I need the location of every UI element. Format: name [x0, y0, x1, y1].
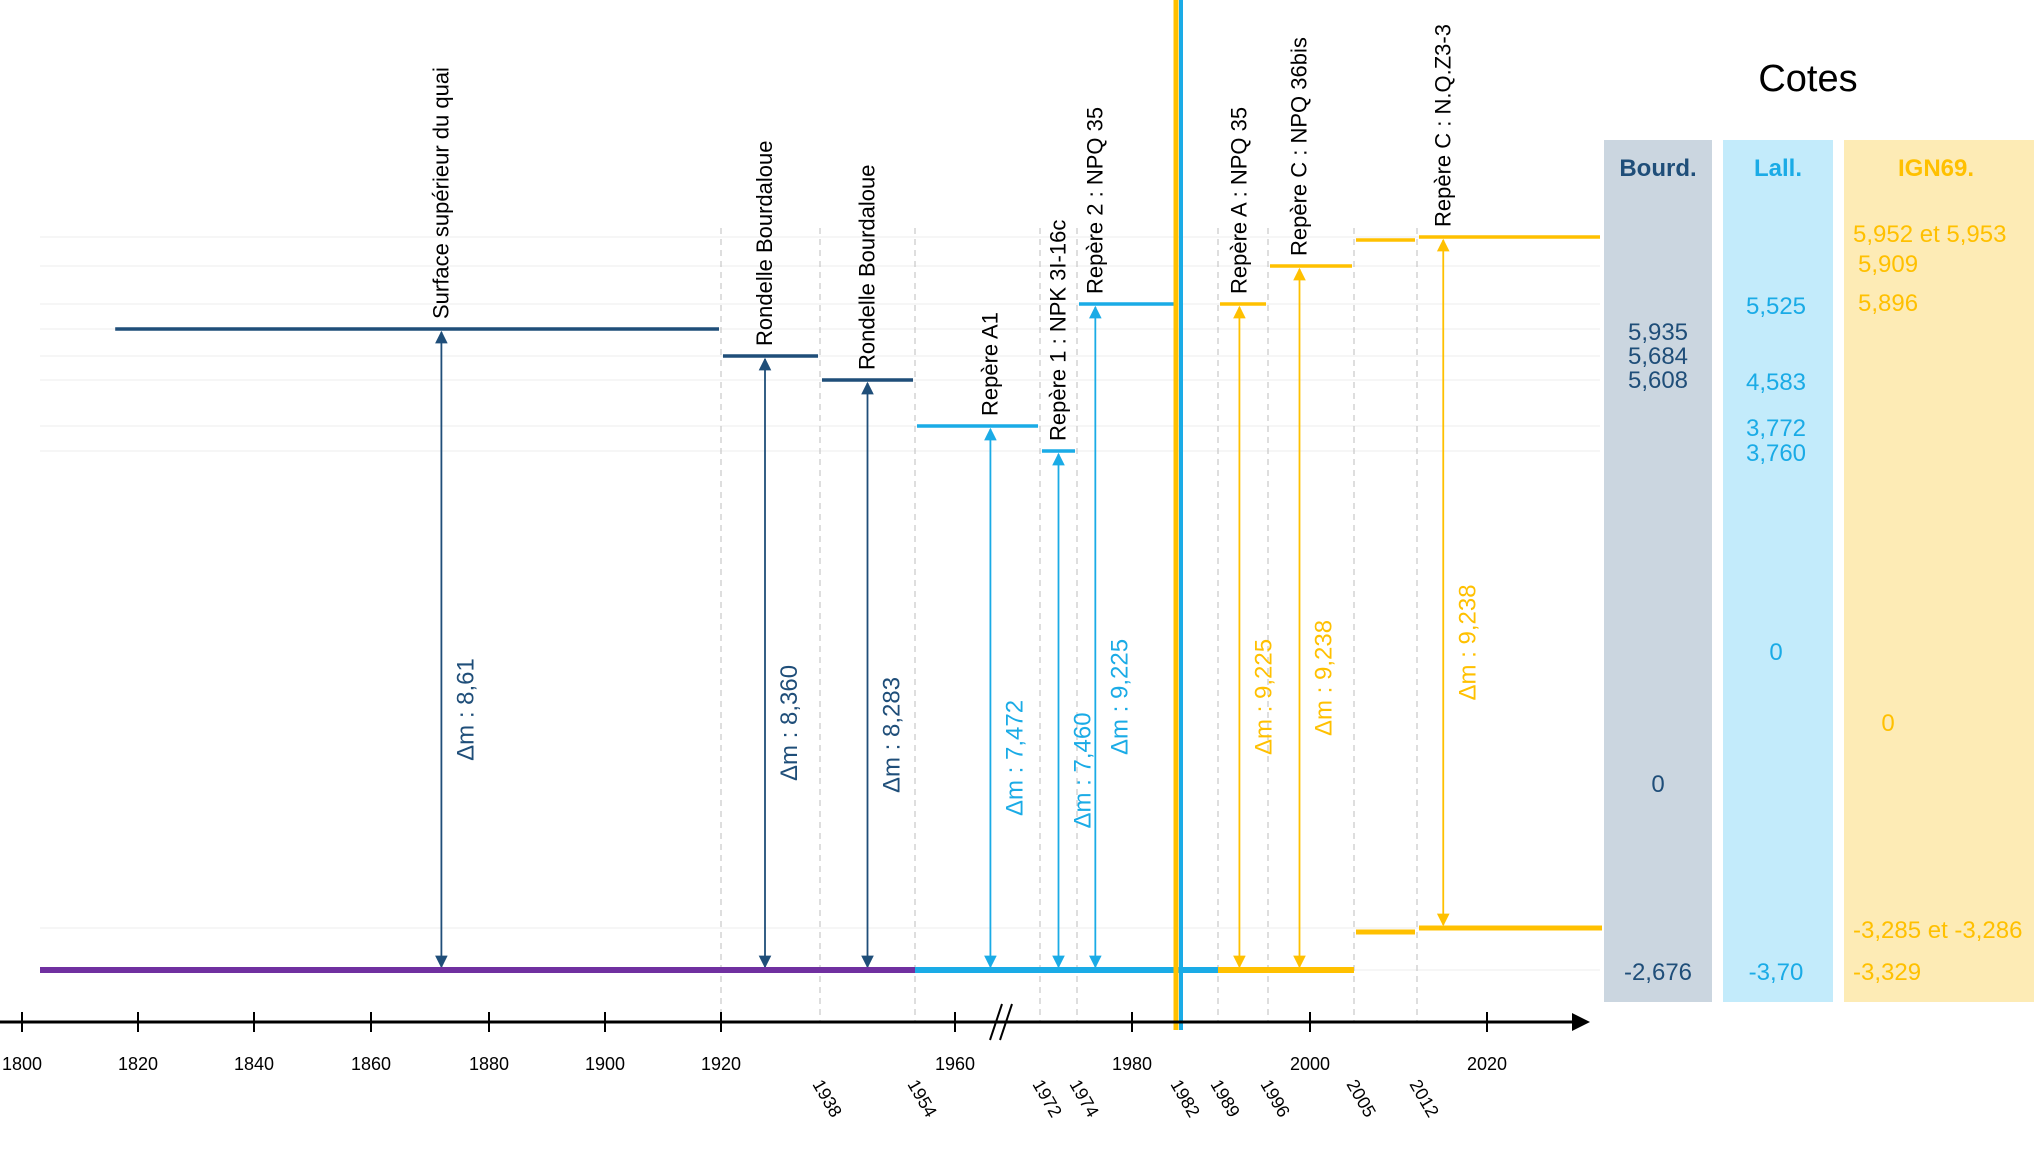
- cotes-title: Cotes: [1758, 58, 1857, 100]
- x-tick-label: 1880: [469, 1054, 509, 1074]
- x-extra-tick-label: 2005: [1343, 1076, 1380, 1121]
- x-tick-label: 1960: [935, 1054, 975, 1074]
- x-extra-tick-label: 1972: [1029, 1076, 1066, 1121]
- x-extra-tick-label: 1938: [809, 1076, 846, 1121]
- reference-label: Repère C : N.Q.Z3-3: [1430, 24, 1455, 227]
- ign-panel: [1844, 140, 2034, 1002]
- x-extra-tick-label: 2012: [1406, 1076, 1443, 1121]
- lall-value: 5,525: [1746, 293, 1806, 320]
- delta-label: Δm : 8,360: [776, 665, 803, 781]
- delta-label: Δm : 9,225: [1250, 639, 1277, 755]
- delta-label: Δm : 7,460: [1070, 712, 1097, 828]
- reference-label: Repère A : NPQ 35: [1226, 107, 1251, 294]
- x-extra-tick-label: 1974: [1066, 1076, 1103, 1121]
- ign-value: 5,896: [1858, 290, 1918, 317]
- delta-label: Δm : 9,225: [1106, 639, 1133, 755]
- reference-label: Rondelle Bourdaloue: [855, 165, 880, 371]
- delta-label: Δm : 8,283: [879, 677, 906, 793]
- x-tick-label: 1980: [1112, 1054, 1152, 1074]
- axis-break-mark: [999, 1003, 1013, 1041]
- lall-value: 0: [1769, 639, 1782, 666]
- ign-value: 0: [1881, 710, 1894, 737]
- x-extra-tick-label: 1989: [1207, 1076, 1244, 1121]
- x-tick-label: 2000: [1290, 1054, 1330, 1074]
- delta-label: Δm : 7,472: [1001, 700, 1028, 816]
- lall-value: 3,760: [1746, 440, 1806, 467]
- bourd-value: 5,684: [1628, 343, 1688, 370]
- x-tick-label: 1920: [701, 1054, 741, 1074]
- reference-label: Rondelle Bourdaloue: [752, 141, 777, 347]
- reference-label: Repère C : NPQ 36bis: [1287, 37, 1312, 256]
- x-tick-label: 1860: [351, 1054, 391, 1074]
- x-tick-label: 1820: [118, 1054, 158, 1074]
- ign-value: -3,329: [1853, 959, 1921, 986]
- bourd-value: 5,608: [1628, 367, 1688, 394]
- bourd-value: -2,676: [1624, 959, 1692, 986]
- reference-label: Surface supérieur du quai: [428, 67, 453, 319]
- x-extra-tick-label: 1982: [1167, 1076, 1204, 1121]
- bourd-value: 0: [1651, 771, 1664, 798]
- delta-label: Δm : 9,238: [1454, 584, 1481, 700]
- delta-label: Δm : 8,61: [452, 658, 479, 761]
- x-extra-tick-label: 1996: [1257, 1076, 1294, 1121]
- ign-value: 5,909: [1858, 251, 1918, 278]
- ign-header: IGN69.: [1898, 155, 1974, 182]
- lall-value: -3,70: [1749, 959, 1804, 986]
- lall-value: 4,583: [1746, 369, 1806, 396]
- x-tick-label: 1800: [2, 1054, 42, 1074]
- bourd-value: 5,935: [1628, 319, 1688, 346]
- ign-value: -3,285 et -3,286: [1853, 917, 2022, 944]
- x-axis-arrow: [1572, 1013, 1590, 1031]
- x-tick-label: 1840: [234, 1054, 274, 1074]
- lall-panel: [1723, 140, 1833, 1002]
- lall-header: Lall.: [1754, 155, 1802, 182]
- bourd-header: Bourd.: [1619, 155, 1696, 182]
- delta-label: Δm : 9,238: [1311, 620, 1338, 736]
- reference-label: Repère 2 : NPQ 35: [1082, 107, 1107, 294]
- reference-label: Repère A1: [977, 312, 1002, 416]
- bourd-panel: [1604, 140, 1712, 1002]
- x-extra-tick-label: 1954: [904, 1076, 941, 1121]
- ign-value: 5,952 et 5,953: [1853, 221, 2006, 248]
- axis-break-mark: [989, 1003, 1003, 1041]
- x-tick-label: 2020: [1467, 1054, 1507, 1074]
- lall-value: 3,772: [1746, 415, 1806, 442]
- reference-label: Repère 1 : NPK 3I-16c: [1046, 220, 1071, 441]
- x-tick-label: 1900: [585, 1054, 625, 1074]
